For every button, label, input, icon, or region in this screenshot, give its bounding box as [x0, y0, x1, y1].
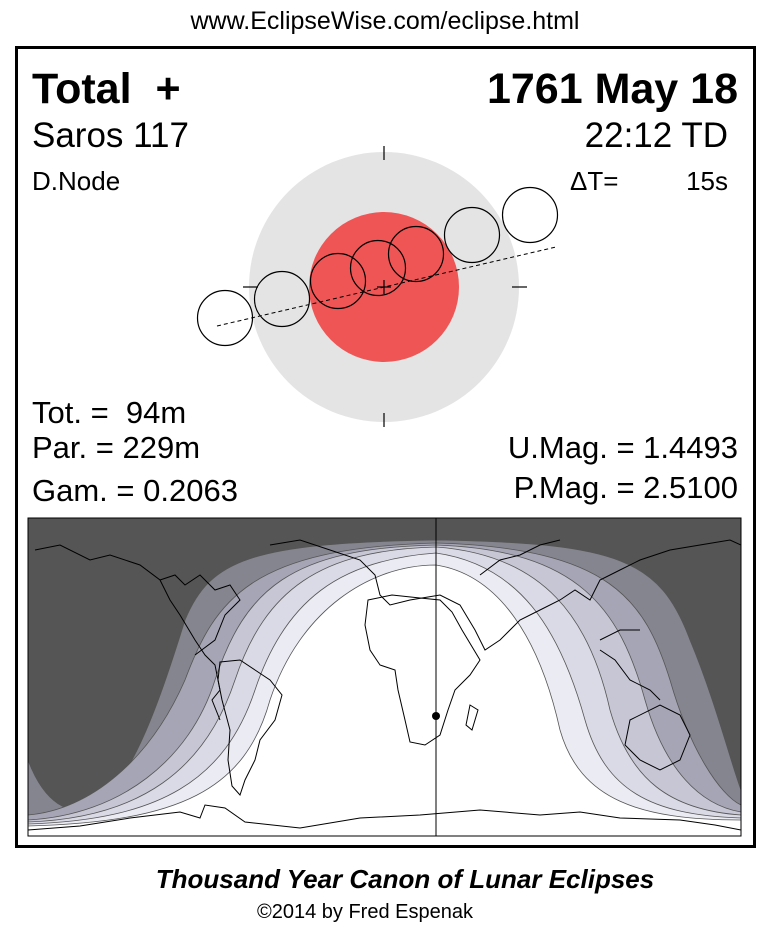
visibility-map	[27, 517, 742, 837]
diagram-frame	[15, 46, 756, 848]
eclipse-type-symbol: +	[155, 65, 181, 113]
zenith-point-marker	[432, 712, 440, 720]
moon-position-u1	[253, 270, 311, 328]
moon-position-u4	[443, 206, 501, 264]
moon-position-p1	[196, 289, 254, 347]
eclipse-type: Total +	[32, 68, 181, 111]
coast-africa	[364, 594, 481, 746]
footer-title: Thousand Year Canon of Lunar Eclipses	[155, 864, 655, 894]
moon-path-line	[216, 246, 557, 327]
moon-position-u3	[387, 225, 445, 283]
coast-madagascar	[465, 704, 479, 731]
coast-australia	[624, 704, 691, 771]
penumbral-magnitude: P.Mag. = 2.5100	[513, 470, 738, 505]
saros-number: Saros 117	[32, 116, 189, 155]
moon-position-max	[349, 239, 407, 297]
shadow-diagram	[196, 146, 559, 427]
delta-t-value: 15s	[686, 166, 728, 196]
eclipse-date: 1761 May 18	[486, 65, 738, 113]
moon-position-u2	[309, 252, 367, 310]
moon-position-p4	[501, 186, 559, 244]
totality-duration: Tot. = 94m	[32, 395, 187, 430]
partial-duration: Par. = 229m	[32, 430, 201, 465]
coast-south-america	[217, 659, 283, 796]
node: D.Node	[32, 166, 121, 196]
gamma: Gam. = 0.2063	[32, 473, 238, 508]
footer-copyright: ©2014 by Fred Espenak	[257, 901, 473, 923]
coast-southeast-asia	[599, 629, 661, 701]
eclipse-time: 22:12 TD	[584, 116, 728, 155]
umbral-magnitude: U.Mag. = 1.4493	[507, 430, 738, 465]
eclipse-type-label: Total	[32, 65, 132, 113]
coastlines	[28, 539, 741, 831]
delta-t-label: ΔT=	[570, 166, 619, 196]
url-header: www.EclipseWise.com/eclipse.html	[190, 7, 580, 35]
coast-antarctica	[28, 804, 741, 831]
coast-europe-asia	[269, 539, 741, 651]
map-border	[27, 517, 742, 837]
